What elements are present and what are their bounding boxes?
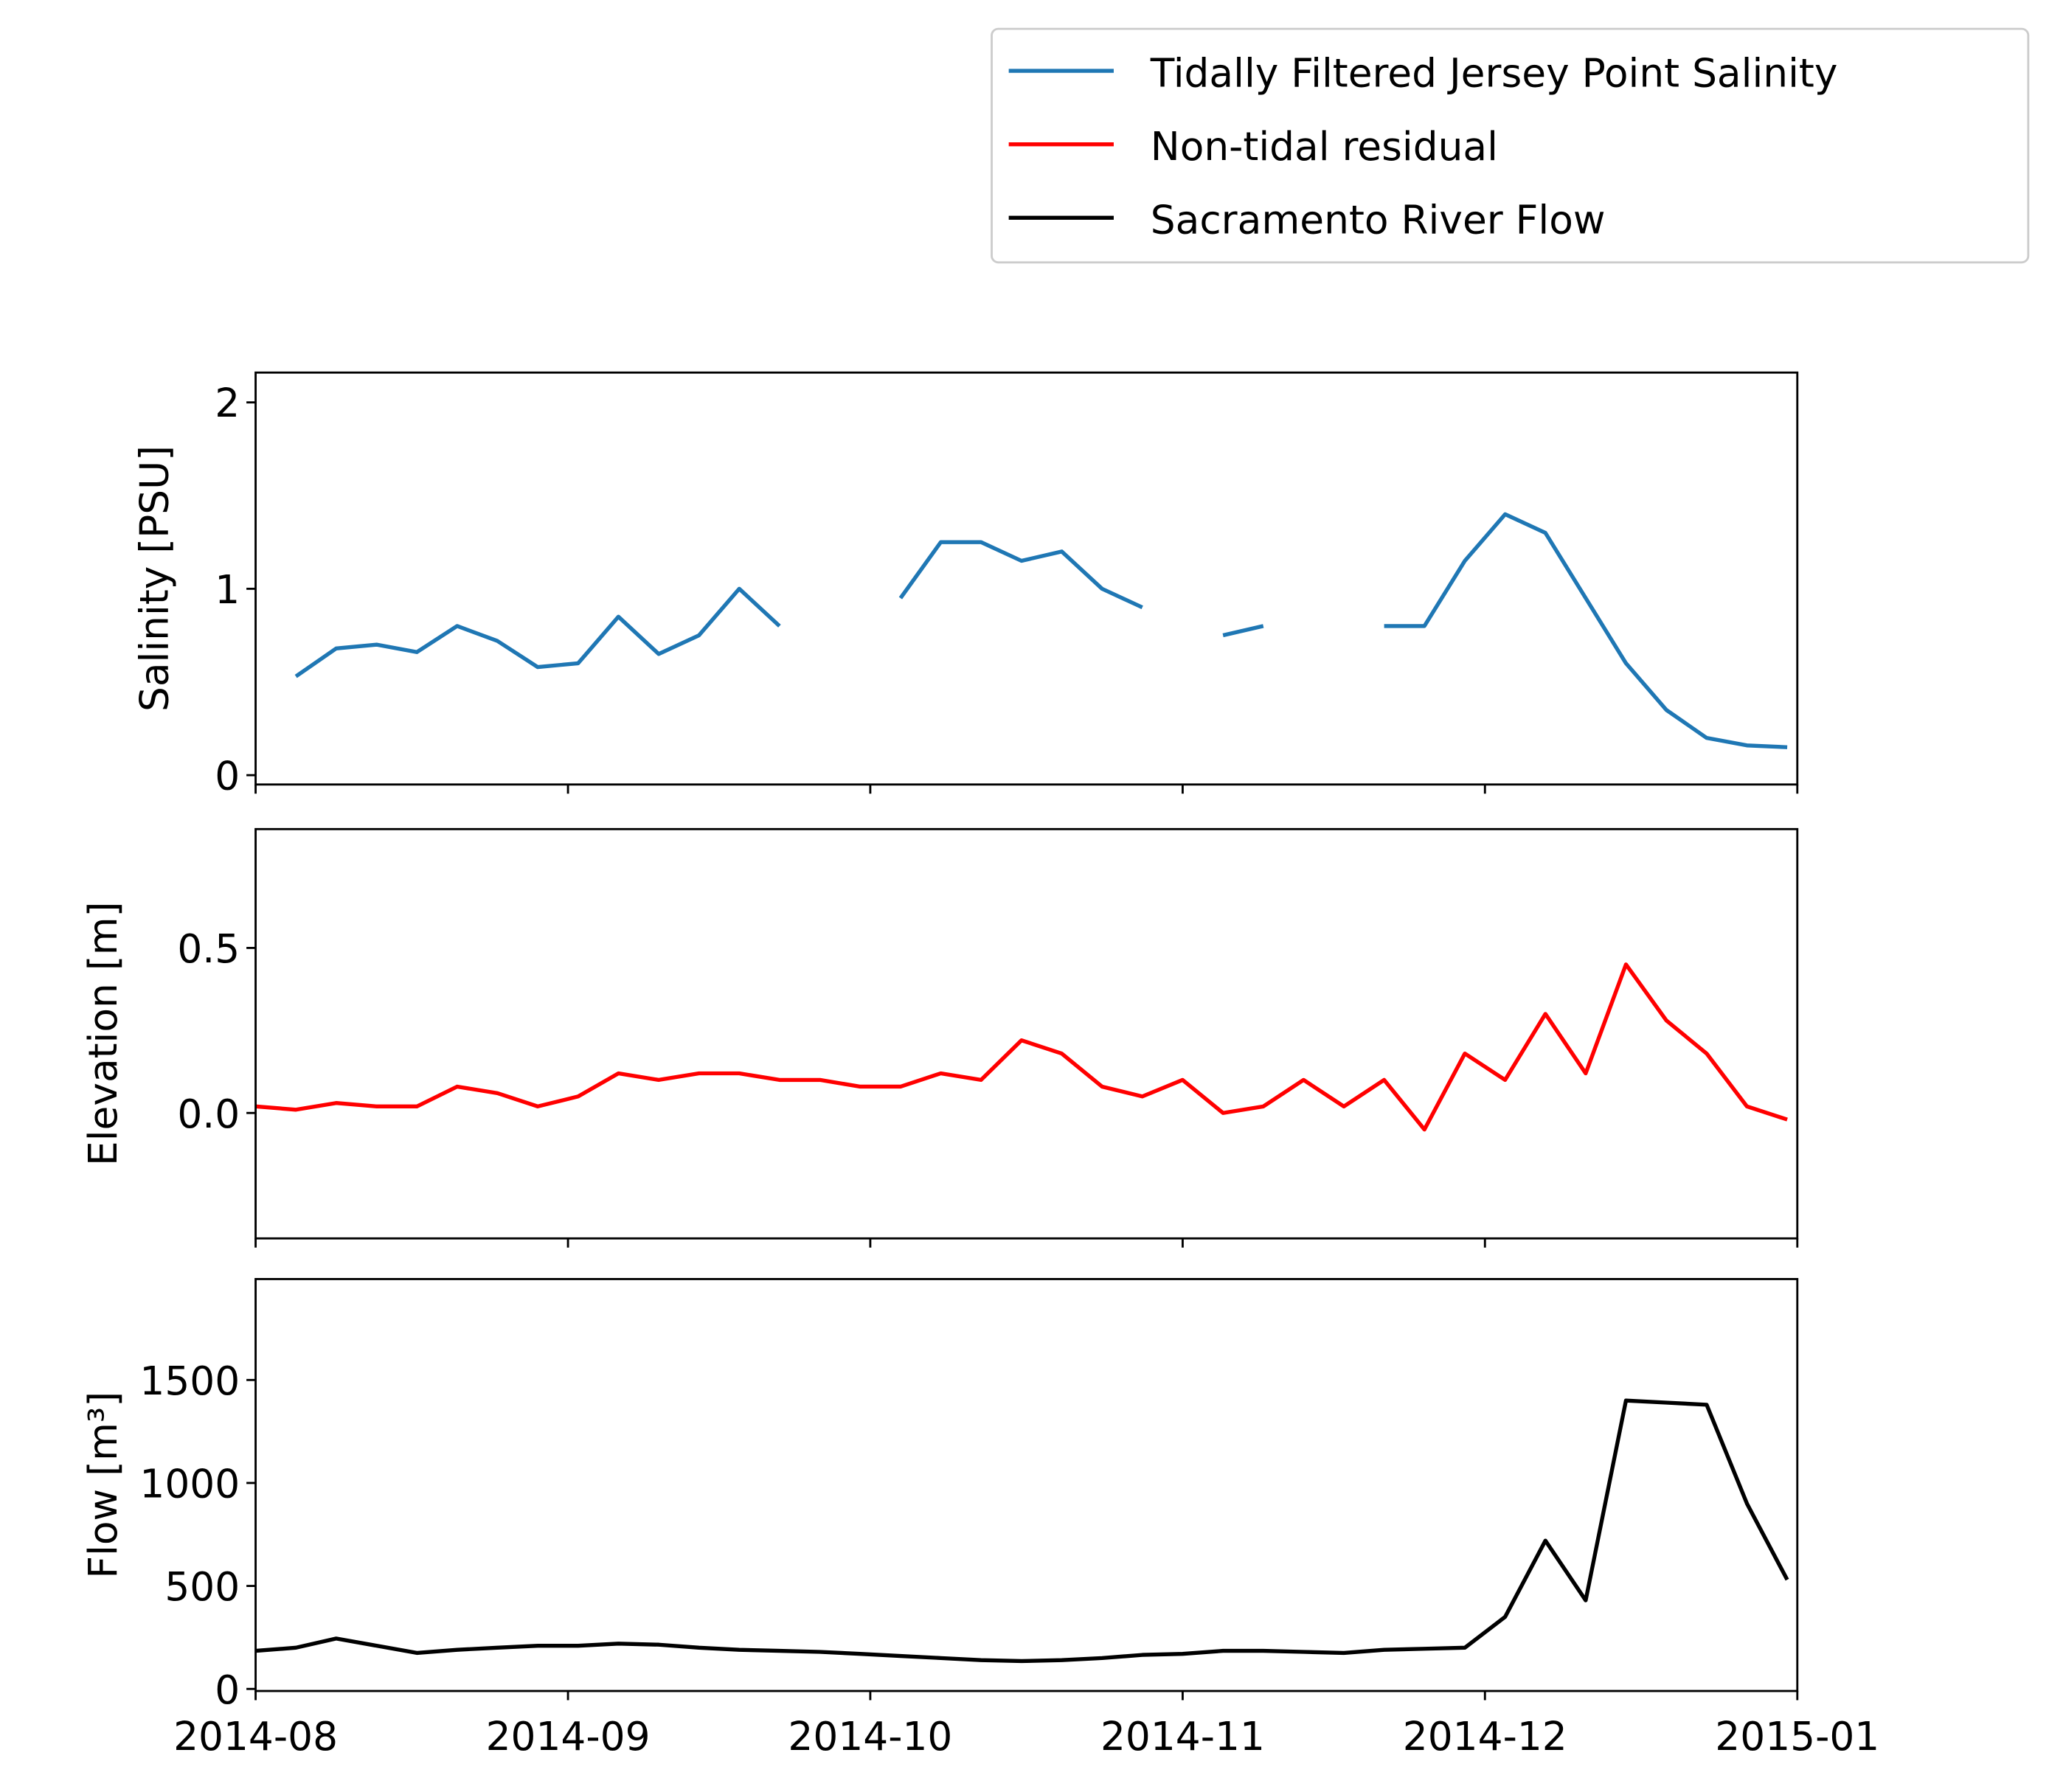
- y-tick-label: 500: [164, 1563, 240, 1610]
- x-tick-label: 2015-01: [1715, 1713, 1879, 1760]
- data-line: [294, 512, 1788, 749]
- y-axis-label: Flow [m³]: [80, 1392, 126, 1579]
- plot-frame: [254, 827, 1799, 1240]
- y-tick-label: 0: [215, 753, 240, 799]
- y-axis-label: Salinity [PSU]: [131, 445, 177, 712]
- legend-label: Tidally Filtered Jersey Point Salinity: [1150, 49, 1838, 96]
- y-tick-label: 0.5: [177, 925, 240, 972]
- y-axis-label: Elevation [m]: [80, 902, 126, 1166]
- y-tick-label: 0.0: [177, 1091, 240, 1137]
- y-tick-label: 1500: [139, 1358, 240, 1404]
- x-tick-label: 2014-10: [788, 1713, 952, 1760]
- legend: Tidally Filtered Jersey Point Salinity No…: [991, 27, 2030, 264]
- x-tick-label: 2014-08: [173, 1713, 338, 1760]
- legend-frame: [991, 27, 2030, 264]
- x-tick-label: 2014-09: [486, 1713, 651, 1760]
- legend-label: Sacramento River Flow: [1151, 197, 1606, 243]
- x-tick-label: 2014-11: [1100, 1713, 1265, 1760]
- x-tick-label: 2014-12: [1403, 1713, 1567, 1760]
- y-tick-label: 0: [215, 1667, 240, 1713]
- legend-label: Non-tidal residual: [1151, 123, 1498, 170]
- y-tick-label: 1: [215, 566, 240, 613]
- y-tick-label: 1000: [139, 1461, 240, 1507]
- y-tick-label: 2: [215, 380, 240, 426]
- data-line: [255, 1398, 1789, 1664]
- plot-frame: [254, 1278, 1799, 1692]
- plot-frame: [254, 371, 1799, 786]
- data-line: [255, 962, 1788, 1132]
